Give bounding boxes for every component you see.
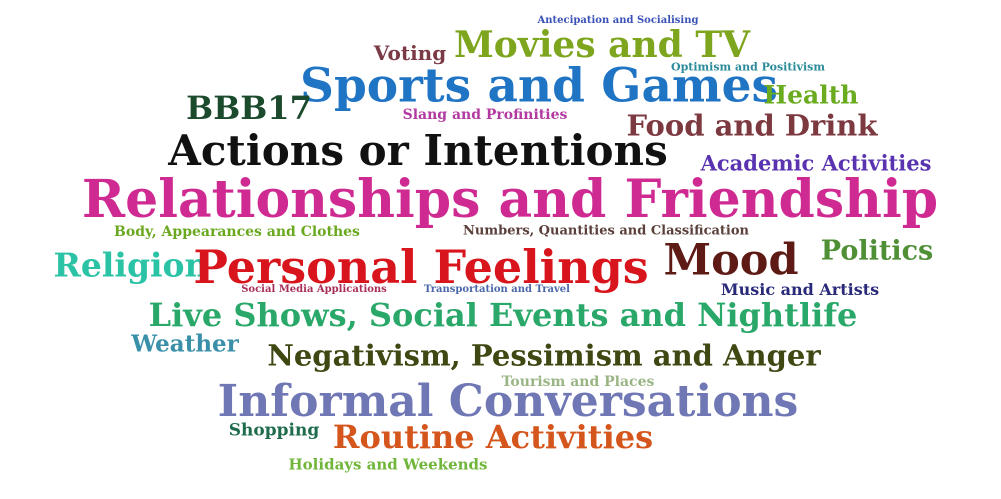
word-mood: Mood bbox=[663, 235, 799, 286]
word-religion: Religion bbox=[53, 245, 209, 285]
word-body-appearances-and-clothes: Body, Appearances and Clothes bbox=[114, 224, 360, 240]
word-politics: Politics bbox=[820, 235, 934, 267]
word-routine-activities: Routine Activities bbox=[332, 418, 654, 456]
word-movies-and-tv: Movies and TV bbox=[453, 24, 751, 66]
word-music-and-artists: Music and Artists bbox=[720, 280, 880, 299]
word-academic-activities: Academic Activities bbox=[700, 150, 932, 176]
word-social-media-applications: Social Media Applications bbox=[241, 284, 387, 295]
word-actions-or-intentions: Actions or Intentions bbox=[168, 126, 668, 175]
word-antecipation-and-socialising: Antecipation and Socialising bbox=[537, 15, 699, 26]
word-live-shows-social-events-and-nightlife: Live Shows, Social Events and Nightlife bbox=[148, 296, 858, 334]
word-negativism-pessimism-and-anger: Negativism, Pessimism and Anger bbox=[267, 338, 821, 373]
word-transportation-and-travel: Transportation and Travel bbox=[424, 284, 570, 295]
word-bbb17: BBB17 bbox=[186, 89, 312, 127]
word-personal-feelings: Personal Feelings bbox=[193, 240, 649, 294]
word-shopping: Shopping bbox=[228, 420, 320, 441]
word-voting: Voting bbox=[373, 41, 447, 65]
word-holidays-and-weekends: Holidays and Weekends bbox=[288, 455, 488, 474]
word-sports-and-games: Sports and Games bbox=[300, 58, 778, 114]
word-relationships-and-friendship: Relationships and Friendship bbox=[81, 169, 939, 230]
word-tourism-and-places: Tourism and Places bbox=[501, 374, 655, 390]
word-food-and-drink: Food and Drink bbox=[626, 108, 878, 143]
word-weather: Weather bbox=[131, 330, 239, 358]
word-health: Health bbox=[763, 80, 859, 110]
word-informal-conversations: Informal Conversations bbox=[217, 376, 799, 427]
word-optimism-and-positivism: Optimism and Positivism bbox=[670, 60, 826, 74]
word-slang-and-profinities: Slang and Profinities bbox=[402, 107, 568, 123]
word-numbers-quantities-and-classification: Numbers, Quantities and Classification bbox=[463, 223, 749, 239]
